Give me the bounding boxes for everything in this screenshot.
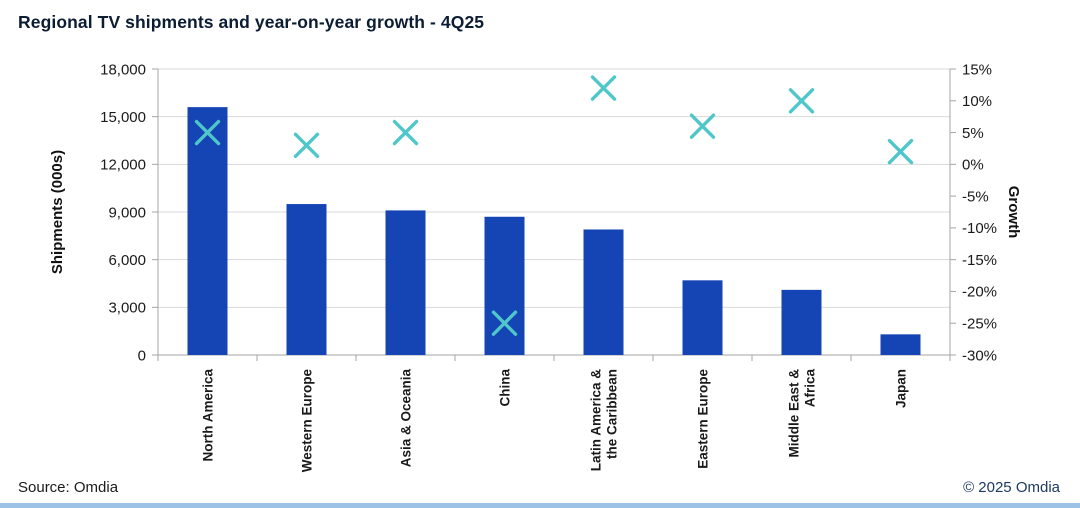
right-tick-label: -10% (962, 220, 997, 237)
chart-title: Regional TV shipments and year-on-year g… (18, 12, 485, 32)
category-label: Africa (803, 369, 818, 408)
left-axis-title: Shipments (000s) (49, 150, 66, 274)
left-tick-label: 15,000 (100, 109, 146, 126)
growth-marker (689, 113, 716, 139)
right-axis-title: Growth (1005, 186, 1022, 239)
left-tick-label: 9,000 (108, 204, 146, 221)
right-tick-label: -20% (962, 284, 997, 301)
right-tick-label: 5% (962, 125, 984, 142)
growth-marker (293, 132, 320, 158)
shipments-bar (682, 280, 723, 355)
category-label: North America (201, 369, 216, 462)
right-tick-label: 0% (962, 157, 984, 174)
shipments-bar (286, 204, 327, 355)
shipments-bar (781, 289, 822, 355)
source-text: Source: Omdia (18, 479, 119, 496)
shipments-bar (583, 229, 624, 355)
left-tick-label: 0 (138, 347, 146, 364)
right-tick-label: -25% (962, 315, 997, 332)
growth-marker (887, 138, 914, 165)
right-tick-label: 10% (962, 93, 992, 110)
left-tick-label: 18,000 (100, 61, 146, 78)
right-tick-label: -30% (962, 347, 997, 364)
left-tick-label: 12,000 (100, 157, 146, 174)
right-tick-label: 15% (962, 61, 992, 78)
category-label: Eastern Europe (696, 369, 711, 469)
category-label: Asia & Oceania (399, 369, 414, 468)
category-label: Japan (894, 369, 909, 408)
copyright-text: © 2025 Omdia (963, 479, 1060, 496)
growth-marker (590, 75, 617, 101)
shipments-bar (484, 216, 525, 355)
category-label: Latin America & (589, 369, 604, 472)
growth-marker (194, 119, 221, 146)
shipments-bar (385, 210, 426, 355)
growth-marker (788, 88, 815, 114)
left-tick-label: 6,000 (108, 252, 146, 269)
growth-marker (392, 119, 419, 146)
shipments-bar (187, 107, 228, 355)
bottom-accent-bar (0, 503, 1080, 508)
right-tick-label: -5% (962, 188, 989, 205)
left-tick-label: 3,000 (108, 300, 146, 317)
category-label: the Caribbean (605, 369, 620, 459)
right-tick-label: -15% (962, 252, 997, 269)
shipments-bar (880, 334, 921, 355)
category-label: Middle East & (787, 369, 802, 458)
category-label: China (498, 369, 513, 407)
growth-marker (491, 310, 518, 336)
category-label: Western Europe (300, 369, 315, 473)
